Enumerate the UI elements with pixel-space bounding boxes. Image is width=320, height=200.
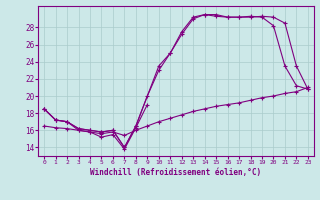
X-axis label: Windchill (Refroidissement éolien,°C): Windchill (Refroidissement éolien,°C) bbox=[91, 168, 261, 177]
